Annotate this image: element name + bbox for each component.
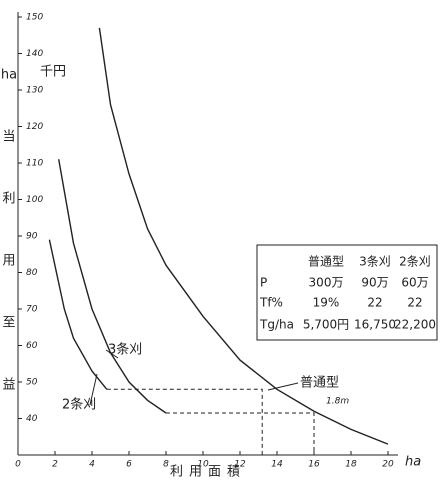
y-tick-label: 130 <box>26 86 43 96</box>
arrow <box>267 382 299 391</box>
series-annotation: 2条刈 <box>62 397 96 413</box>
y-label: ha <box>1 68 17 83</box>
y-tick-label: 50 <box>26 378 38 388</box>
y-label: 至 <box>2 316 15 331</box>
y-tick-label: 40 <box>26 414 38 424</box>
x-tick-label: 0 <box>15 460 21 470</box>
table-cell: 5,700円 <box>303 318 349 332</box>
y-label: 利 <box>2 192 15 207</box>
x-tick-label: 18 <box>345 460 357 470</box>
table-header: 2条刈 <box>399 255 431 269</box>
y-tick-label: 140 <box>26 49 43 59</box>
series-line <box>48 239 108 390</box>
y-tick-label: 150 <box>26 13 43 23</box>
x-tick-label: 4 <box>89 460 95 470</box>
y-tick-label: 70 <box>26 305 38 315</box>
table-cell: 90万 <box>361 276 388 290</box>
table-cell: Tg/ha <box>259 318 294 332</box>
width-annotation: 1.8m <box>326 397 349 407</box>
y-unit: 千円 <box>40 65 66 80</box>
series-annotation: 3条刈 <box>108 342 142 358</box>
series-annotation: 普通型 <box>300 376 339 391</box>
series-line <box>58 159 167 414</box>
y-tick-label: 80 <box>26 268 38 278</box>
reference-line <box>106 388 263 455</box>
x-tick-label: 16 <box>308 460 320 470</box>
x-unit: ha <box>405 455 421 470</box>
table-cell: 22 <box>407 296 422 310</box>
table-cell: Tf% <box>259 296 283 310</box>
x-tick-label: 20 <box>382 460 394 470</box>
series-line <box>98 27 389 445</box>
table-cell: 22,200 <box>394 318 436 332</box>
x-tick-label: 12 <box>234 460 246 470</box>
table-cell: P <box>260 276 267 290</box>
y-tick-label: 60 <box>26 341 38 351</box>
x-tick-label: 10 <box>197 460 209 470</box>
table-cell: 60万 <box>401 276 428 290</box>
table-box <box>256 244 438 341</box>
x-tick-label: 14 <box>271 460 283 470</box>
y-label: 用 <box>2 254 15 269</box>
table-cell: 16,750 <box>354 318 396 332</box>
table-header: 3条刈 <box>359 255 391 269</box>
y-tick-label: 110 <box>26 159 43 169</box>
table-cell: 300万 <box>309 276 344 290</box>
y-label: 当 <box>2 130 15 145</box>
y-tick-label: 90 <box>26 232 38 242</box>
x-tick-label: 6 <box>126 460 132 470</box>
x-tick-label: 2 <box>52 460 58 470</box>
table-header: 普通型 <box>308 255 344 269</box>
y-label: 益 <box>2 378 15 393</box>
y-tick-label: 100 <box>26 195 43 205</box>
reference-line <box>166 412 315 455</box>
table-cell: 19% <box>313 296 340 310</box>
x-label: 利用面積 <box>170 465 246 480</box>
table-cell: 22 <box>367 296 382 310</box>
y-tick-label: 120 <box>26 122 43 132</box>
x-tick-label: 8 <box>163 460 169 470</box>
